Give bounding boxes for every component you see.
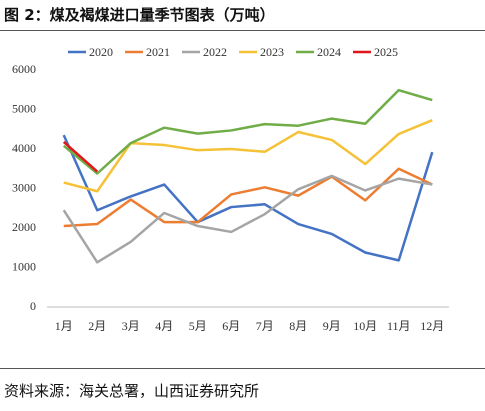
series-line xyxy=(62,134,434,262)
x-tick-label: 3月 xyxy=(122,319,140,333)
legend-label: 2022 xyxy=(203,45,227,59)
y-tick-label: 0 xyxy=(30,299,36,313)
x-tick-label: 4月 xyxy=(155,319,173,333)
x-tick-label: 7月 xyxy=(256,319,274,333)
legend-label: 2021 xyxy=(146,45,170,59)
x-tick-label: 8月 xyxy=(289,319,307,333)
x-tick-label: 6月 xyxy=(222,319,240,333)
title: 图 2：煤及褐煤进口量季节图表（万吨） xyxy=(4,6,275,24)
source: 资料来源：海关总署，山西证券研究所 xyxy=(4,382,260,400)
legend-label: 2024 xyxy=(317,45,341,59)
legend-label: 2023 xyxy=(260,45,284,59)
divider xyxy=(0,368,485,369)
x-tick-label: 1月 xyxy=(55,319,73,333)
y-tick-label: 4000 xyxy=(12,141,36,155)
x-tick-label: 10月 xyxy=(353,319,377,333)
x-tick-label: 11月 xyxy=(387,319,411,333)
legend-label: 2020 xyxy=(89,45,113,59)
x-tick-label: 9月 xyxy=(323,319,341,333)
chart: 0 1000 2000 3000 4000 5000 6000 1月 2月 3月 4月 5月 6月 7月 8… xyxy=(12,45,449,333)
x-tick-label: 2月 xyxy=(88,319,106,333)
series-line xyxy=(62,88,433,175)
y-tick-label: 2000 xyxy=(12,220,36,234)
series-line xyxy=(62,140,99,173)
y-tick-label: 3000 xyxy=(12,180,36,194)
series-line xyxy=(62,174,433,264)
y-tick-label: 5000 xyxy=(12,101,36,115)
divider xyxy=(0,30,485,31)
series-line xyxy=(63,119,433,193)
x-tick-label: 5月 xyxy=(189,319,207,333)
y-tick-label: 1000 xyxy=(12,259,36,273)
y-tick-label: 6000 xyxy=(12,62,36,76)
series-line xyxy=(63,167,433,228)
legend-label: 2025 xyxy=(374,45,398,59)
x-tick-label: 12月 xyxy=(420,319,444,333)
